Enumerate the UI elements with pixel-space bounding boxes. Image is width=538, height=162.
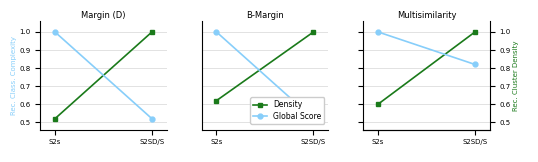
Line: Global Score: Global Score <box>214 29 316 121</box>
Global Score <box>148 118 155 120</box>
Title: B-Margin: B-Margin <box>246 11 284 20</box>
Line: Density: Density <box>376 29 477 107</box>
Y-axis label: Rec. Cluster Density: Rec. Cluster Density <box>513 40 519 111</box>
Line: Density: Density <box>214 29 316 103</box>
Title: Multisimilarity: Multisimilarity <box>397 11 456 20</box>
Density <box>148 31 155 33</box>
Global Score <box>213 31 220 33</box>
Density <box>213 100 220 102</box>
Global Score <box>52 31 58 33</box>
Line: Global Score: Global Score <box>376 29 477 67</box>
Title: Margin (D): Margin (D) <box>81 11 126 20</box>
Density <box>310 31 317 33</box>
Global Score <box>375 31 381 33</box>
Line: Global Score: Global Score <box>53 29 154 121</box>
Density <box>472 31 478 33</box>
Density <box>375 103 381 105</box>
Line: Density: Density <box>53 29 154 121</box>
Global Score <box>310 118 317 120</box>
Legend: Density, Global Score: Density, Global Score <box>250 97 324 124</box>
Y-axis label: Rec. Class. Complexity: Rec. Class. Complexity <box>11 36 17 115</box>
Global Score <box>472 64 478 65</box>
Density <box>52 118 58 120</box>
